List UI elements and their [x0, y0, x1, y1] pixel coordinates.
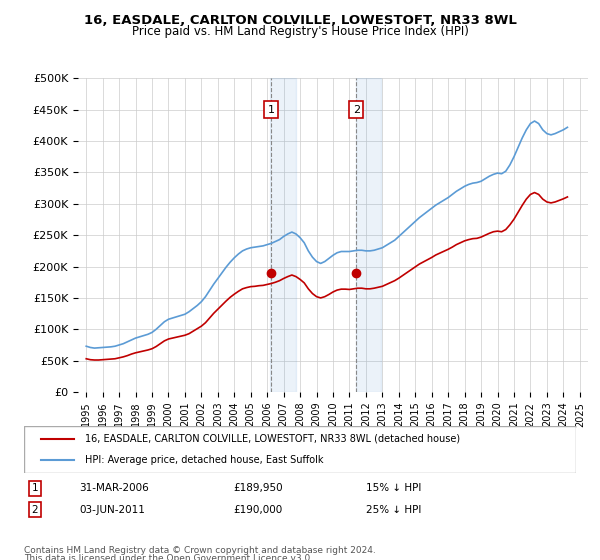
Text: 25% ↓ HPI: 25% ↓ HPI [366, 505, 422, 515]
Text: 31-MAR-2006: 31-MAR-2006 [79, 483, 149, 493]
Text: 16, EASDALE, CARLTON COLVILLE, LOWESTOFT, NR33 8WL (detached house): 16, EASDALE, CARLTON COLVILLE, LOWESTOFT… [85, 434, 460, 444]
Text: 2: 2 [32, 505, 38, 515]
Text: £190,000: £190,000 [234, 505, 283, 515]
Text: 1: 1 [32, 483, 38, 493]
Text: 1: 1 [268, 105, 275, 115]
Text: 03-JUN-2011: 03-JUN-2011 [79, 505, 145, 515]
Text: 16, EASDALE, CARLTON COLVILLE, LOWESTOFT, NR33 8WL: 16, EASDALE, CARLTON COLVILLE, LOWESTOFT… [83, 14, 517, 27]
Text: HPI: Average price, detached house, East Suffolk: HPI: Average price, detached house, East… [85, 455, 323, 465]
Text: 15% ↓ HPI: 15% ↓ HPI [366, 483, 422, 493]
FancyBboxPatch shape [24, 426, 576, 473]
Bar [271, 78, 296, 392]
Text: Price paid vs. HM Land Registry's House Price Index (HPI): Price paid vs. HM Land Registry's House … [131, 25, 469, 38]
Bar [356, 78, 381, 392]
Text: This data is licensed under the Open Government Licence v3.0.: This data is licensed under the Open Gov… [24, 554, 313, 560]
Text: £189,950: £189,950 [234, 483, 283, 493]
Text: 2: 2 [353, 105, 360, 115]
Text: Contains HM Land Registry data © Crown copyright and database right 2024.: Contains HM Land Registry data © Crown c… [24, 546, 376, 555]
